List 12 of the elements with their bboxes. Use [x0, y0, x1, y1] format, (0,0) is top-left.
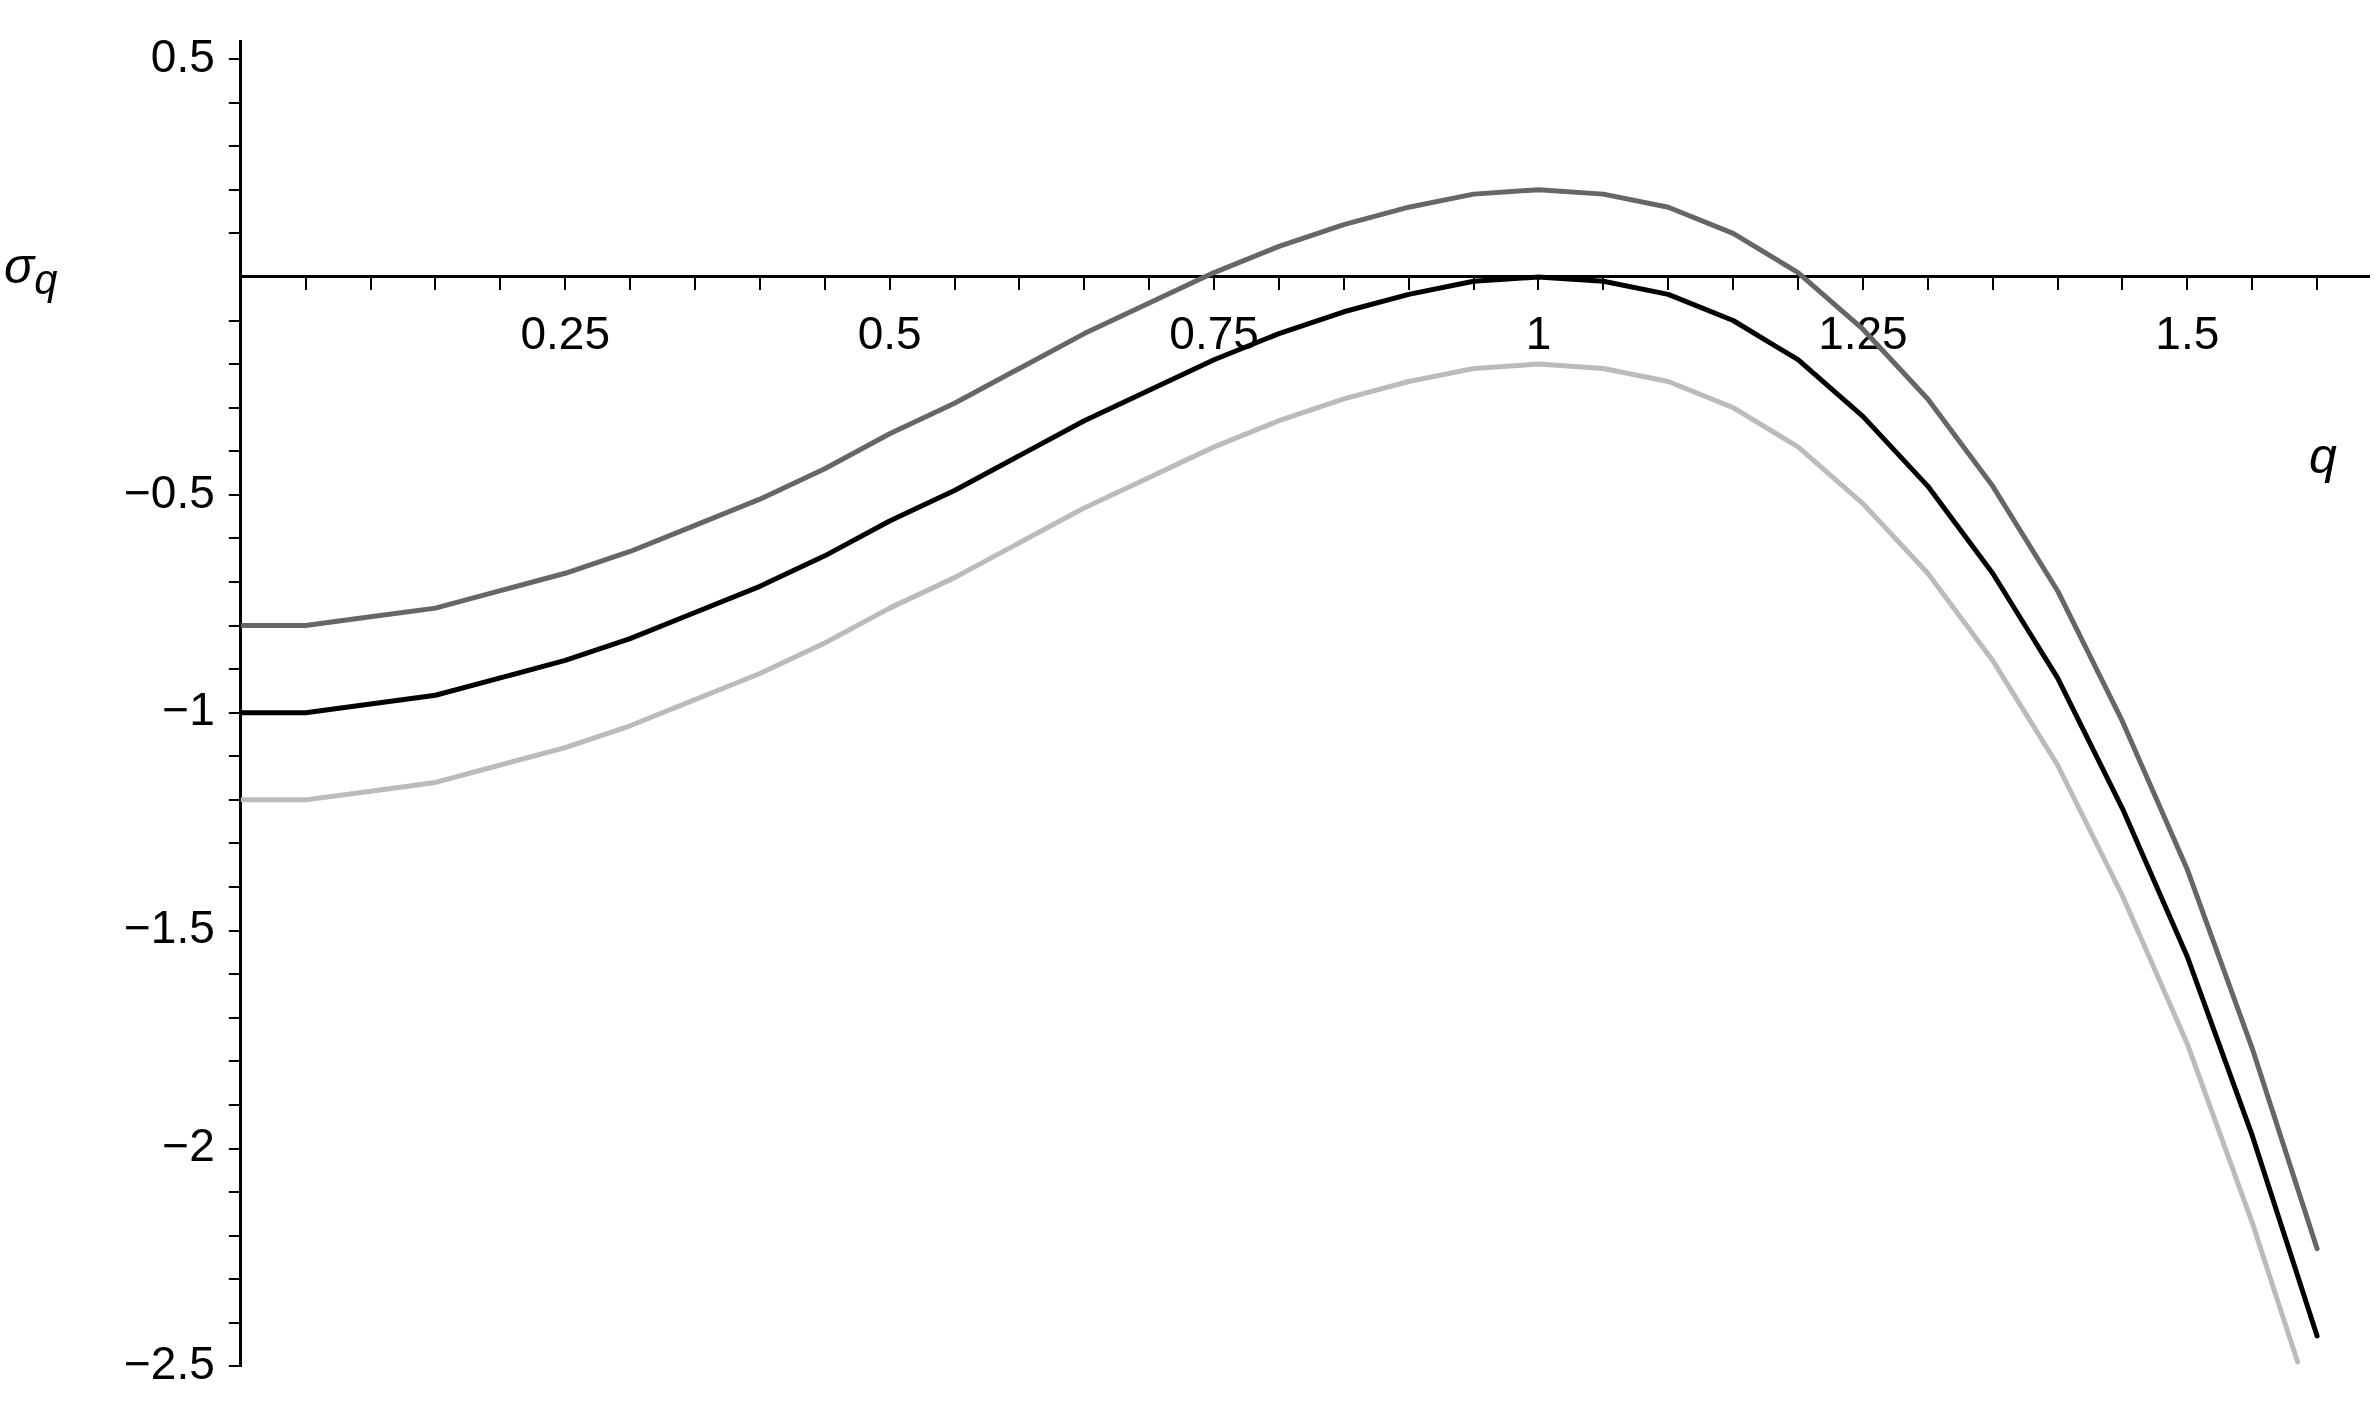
x-tick-label: 0.25	[520, 307, 610, 360]
y-tick-label: −1.5	[124, 901, 215, 954]
x-tick-label: 1	[1525, 307, 1552, 360]
x-tick-label: 1.5	[2155, 307, 2220, 360]
y-tick-label: −2.5	[124, 1337, 215, 1390]
x-axis-title: q	[2309, 426, 2337, 485]
y-tick-label: 0.5	[150, 29, 215, 82]
x-tick-label: 0.5	[857, 307, 922, 360]
y-tick-label: −2	[162, 1119, 215, 1172]
y-axis-title: σ$_{q}$	[4, 236, 58, 304]
y-tick-label: −1	[162, 683, 215, 736]
y-tick-label: −0.5	[124, 465, 215, 518]
